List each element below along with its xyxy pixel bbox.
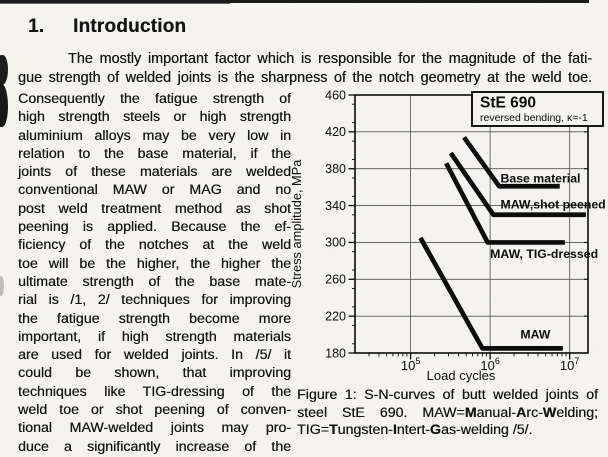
- chart-frame: [354, 94, 589, 354]
- series-label: MAW: [520, 327, 550, 341]
- text-line: the fatigue strength become more: [18, 310, 291, 327]
- text-line: techniques like TIG-dressing of the: [18, 383, 291, 400]
- caption-text: ungsten-: [337, 422, 393, 439]
- series-label: Base material: [500, 172, 580, 186]
- caption-text: elding;: [556, 404, 598, 421]
- caption-text: Figure 1: S-N-curves of butt welded join…: [297, 387, 598, 403]
- caption-bold-letter: I: [392, 422, 397, 439]
- text-line: The mostly important factor which is res…: [68, 51, 592, 67]
- section-number: 1.: [28, 16, 45, 37]
- text-line: peening is applied. Because the ef-: [18, 219, 291, 236]
- y-tick-label: 220: [325, 309, 346, 323]
- figure-caption: Figure 1: S-N-curves of butt welded join…: [297, 387, 598, 440]
- series-line-maw-tig-dressed: [444, 162, 565, 245]
- section-title: Introduction: [73, 16, 187, 37]
- text-line: duce a significantly increase of the: [18, 438, 291, 455]
- x-axis-title: Load cycles: [427, 368, 496, 383]
- caption-bold-letter: G: [429, 422, 441, 439]
- series-label: MAW, TIG-dressed: [490, 247, 598, 261]
- legend-title: StE 690: [480, 95, 536, 112]
- y-tick-label: 460: [325, 88, 346, 102]
- y-tick-label: 340: [325, 199, 346, 213]
- caption-bold-letter: M: [464, 404, 477, 421]
- text-line: are used for welded joints. In /5/ it: [18, 347, 291, 364]
- text-line: ficiency of the notches at the weld: [18, 237, 291, 254]
- text-line: rial is /1, 2/ techniques for improving: [18, 292, 291, 309]
- x-tick-label: 106: [480, 356, 499, 373]
- scan-artifact-top-edge-2: [0, 2, 230, 4]
- text-line: gue strength of welded joints is the sha…: [18, 70, 592, 87]
- caption-text: as-welding /5/.: [440, 422, 533, 439]
- scan-artifact-left-smudge: [0, 276, 4, 296]
- text-line: post weld treatment method as shot: [18, 200, 291, 217]
- y-tick-label: 180: [325, 346, 346, 360]
- caption-text: steel StE 690. MAW=: [297, 404, 465, 421]
- y-axis-title: Stress amplitude, MPa: [289, 159, 304, 289]
- text-line: important, if high strength materials: [18, 328, 291, 345]
- y-tick-label: 380: [325, 162, 346, 176]
- text-line: relation to the base material, if the: [18, 145, 291, 162]
- caption-bold-letter: A: [515, 404, 527, 421]
- figure-1: 180 220 260 300 340 380 420 460 105 106 107 Stress …: [288, 86, 608, 457]
- text-line: tional MAW-welded joints may pro-: [18, 420, 291, 437]
- scan-artifact-left-smudge: [0, 55, 8, 85]
- text-line: ultimate strength of the base mate-: [18, 273, 291, 290]
- legend-subtitle: reversed bending, κ=-1: [480, 112, 588, 124]
- x-tick-label: 105: [401, 356, 420, 373]
- legend-box: [471, 91, 604, 127]
- y-tick-label: 300: [325, 236, 346, 250]
- series-line-base-material: [462, 136, 560, 189]
- caption-bold-letter: T: [328, 422, 338, 439]
- caption-text: ntert-: [396, 422, 430, 439]
- text-line: conventional MAW or MAG and no: [18, 182, 291, 199]
- x-tick-label: 107: [560, 356, 579, 373]
- text-line: Consequently the fatigue strength of: [18, 91, 291, 107]
- scan-artifact-top-edge: [0, 0, 589, 3]
- text-line: could be shown, that improving: [18, 365, 291, 382]
- scan-artifact-left-smudge: [0, 84, 8, 127]
- text-line: joints of these materials are welded: [18, 164, 291, 181]
- section-heading: 1. Introduction: [28, 16, 186, 38]
- caption-line: steel StE 690. MAW=Manual-Arc-Welding;: [297, 405, 598, 423]
- caption-text: TIG=: [297, 422, 329, 439]
- text-line: high strength steels or high strength: [18, 109, 291, 126]
- caption-line: Figure 1: S-N-curves of butt welded join…: [297, 387, 598, 405]
- y-tick-label: 420: [325, 125, 346, 139]
- y-tick-label: 260: [325, 273, 346, 287]
- caption-line: TIG=Tungsten-Intert-Gas-welding /5/.: [297, 422, 598, 440]
- sn-curves-chart: 180 220 260 300 340 380 420 460 105 106 107 Stress …: [289, 88, 606, 383]
- caption-text: anual-: [476, 404, 516, 421]
- series-line-maw: [418, 236, 563, 351]
- series-line-maw-shot-peened: [448, 151, 586, 218]
- caption-bold-letter: W: [542, 404, 557, 421]
- caption-text: rc-: [526, 404, 543, 421]
- text-line: aluminium alloys may be very low in: [18, 127, 291, 144]
- intro-paragraph: The mostly important factor which is res…: [18, 50, 592, 88]
- text-line: weld toe or shot peening of conven-: [18, 402, 291, 419]
- series-label: MAW,shot peened: [500, 197, 605, 211]
- body-text-column: Consequently the fatigue strength of high…: [18, 90, 291, 456]
- text-line: toe will be the higher, the higher the: [18, 255, 291, 272]
